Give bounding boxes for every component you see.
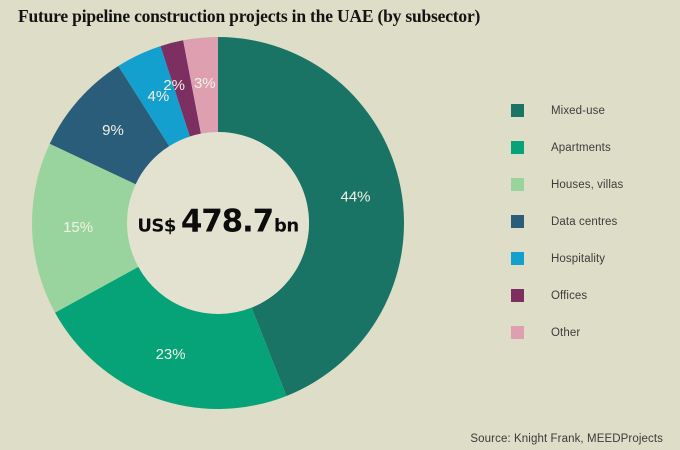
legend: Mixed-use Apartments Houses, villas Data…: [511, 104, 623, 363]
legend-item-other: Other: [511, 326, 623, 339]
donut-slice-other: [183, 37, 218, 134]
legend-item-offices: Offices: [511, 289, 623, 302]
legend-swatch-icon: [511, 326, 524, 339]
legend-swatch-icon: [511, 289, 524, 302]
donut-slice-hospitality: [118, 46, 190, 147]
donut-hole: [127, 132, 309, 314]
legend-label: Data centres: [551, 215, 618, 228]
legend-swatch-icon: [511, 141, 524, 154]
chart-title: Future pipeline construction projects in…: [18, 6, 481, 26]
legend-swatch-icon: [511, 104, 524, 117]
donut-slice-houses-villas: [32, 143, 139, 313]
donut-slice-mixed-use: [218, 37, 405, 396]
donut-center-total: US$ 478.7 bn: [137, 203, 299, 240]
legend-swatch-icon: [511, 252, 524, 265]
slice-percent-label: 44%: [340, 188, 370, 205]
legend-item-mixed-use: Mixed-use: [511, 104, 623, 117]
legend-label: Hospitality: [551, 252, 606, 265]
legend-label: Apartments: [551, 141, 611, 154]
source-note: Source: Knight Frank, MEEDProjects: [470, 433, 663, 445]
legend-label: Houses, villas: [551, 178, 624, 191]
total-currency: US$: [137, 215, 176, 237]
slice-percent-label: 23%: [156, 346, 186, 363]
total-value: 478.7: [180, 203, 274, 240]
legend-item-houses-villas: Houses, villas: [511, 178, 623, 191]
legend-item-apartments: Apartments: [511, 141, 623, 154]
slice-percent-label: 15%: [63, 219, 93, 236]
legend-label: Other: [551, 326, 581, 339]
donut-slice-data-centres: [49, 65, 170, 185]
slice-percent-label: 4%: [148, 88, 170, 105]
legend-label: Mixed-use: [551, 104, 605, 117]
legend-item-hospitality: Hospitality: [511, 252, 623, 265]
slice-percent-label: 9%: [102, 122, 124, 139]
donut-slice-offices: [160, 40, 201, 137]
legend-swatch-icon: [511, 178, 524, 191]
donut-slice-apartments: [55, 266, 287, 410]
legend-label: Offices: [551, 289, 588, 302]
total-unit: bn: [273, 215, 299, 237]
slice-percent-label: 2%: [163, 77, 185, 94]
legend-item-data-centres: Data centres: [511, 215, 623, 228]
legend-swatch-icon: [511, 215, 524, 228]
slice-percent-label: 3%: [194, 75, 216, 92]
